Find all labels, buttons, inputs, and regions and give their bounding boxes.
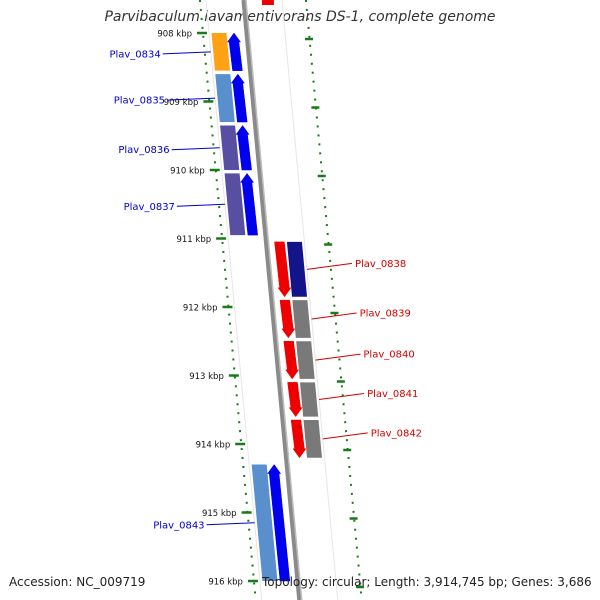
gene-arrow (227, 32, 243, 71)
gene-label: Plav_0837 (124, 202, 175, 213)
ruler-tick-label: 913 kbp (189, 372, 224, 382)
ruler-tick-label: 910 kbp (170, 167, 205, 177)
ruler-tick-label: 915 kbp (202, 509, 237, 519)
gene-band (211, 33, 231, 71)
gene-arrow (287, 382, 303, 418)
gene-band (224, 173, 246, 236)
ruler-dots-right (304, 0, 363, 600)
gene-label: Plav_0839 (360, 308, 411, 319)
gene-arrow (240, 172, 258, 236)
gene-leader-line (311, 312, 357, 320)
gene-leader-line (162, 51, 211, 55)
gene-arrow (290, 419, 307, 459)
gene-band (292, 300, 311, 338)
gene-leader-line (322, 432, 368, 440)
genome-backbone-highlight (245, 0, 303, 600)
ruler-tick-label: 908 kbp (157, 30, 192, 40)
genome-summary: Topology: circular; Length: 3,914,745 bp… (262, 575, 592, 589)
gene-band (286, 241, 308, 297)
gene-label: Plav_0842 (371, 428, 422, 439)
gene-leader-line (176, 203, 225, 207)
gene-leader-line (315, 353, 361, 361)
gene-band (215, 74, 235, 123)
gene-leader-line (306, 262, 353, 270)
gene-band (220, 125, 240, 170)
gene-label: Plav_0835 (114, 96, 165, 107)
gene-band (299, 382, 319, 417)
gene-label: Plav_0841 (367, 389, 418, 400)
gene-arrow (274, 241, 292, 298)
gene-label: Plav_0840 (363, 350, 414, 361)
gene-band (251, 464, 278, 581)
gene-leader-line (167, 97, 216, 101)
gene-arrow (230, 73, 248, 123)
gene-leader-line (171, 147, 220, 151)
ruler-tick-label: 909 kbp (164, 98, 199, 108)
ruler-tick-label: 916 kbp (208, 578, 243, 588)
ruler-dots-left (198, 0, 257, 600)
lane-edge-left-outer (205, 0, 263, 600)
gene-leader-line (319, 392, 365, 400)
lane-edge-right-outer (281, 0, 339, 600)
gene-arrow (283, 341, 300, 380)
accession-label: Accession: NC_009719 (9, 575, 146, 589)
gene-leader-line (206, 522, 255, 526)
gene-label: Plav_0836 (118, 145, 169, 156)
gene-label: Plav_0838 (355, 259, 406, 270)
gene-fragment-top (261, 0, 274, 5)
ruler-tick-label: 914 kbp (196, 441, 231, 451)
gene-label: Plav_0834 (109, 49, 160, 60)
gene-arrow (235, 125, 252, 171)
genome-title: Parvibaculum lavamentivorans DS-1, compl… (104, 9, 496, 25)
gene-band (303, 420, 322, 458)
ruler-tick-label: 911 kbp (176, 235, 211, 245)
gene-arrow (279, 299, 296, 339)
gene-band (296, 341, 315, 379)
gene-arrow (267, 464, 291, 582)
gene-label: Plav_0843 (153, 520, 204, 531)
ruler-tick-label: 912 kbp (183, 304, 218, 314)
genome-backbone (241, 0, 303, 600)
